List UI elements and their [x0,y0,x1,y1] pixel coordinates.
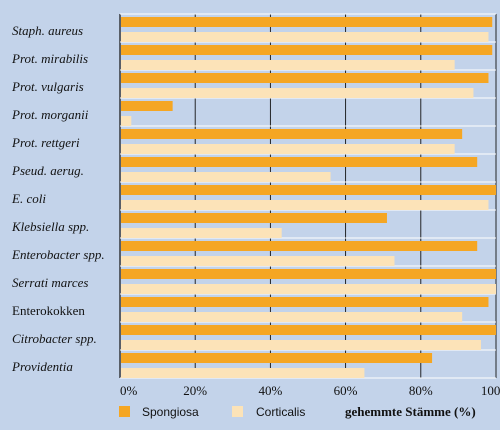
x-tick-label: 100% [481,383,500,398]
category-label: E. coli [11,191,46,206]
bar-spongiosa [121,101,173,111]
bar-corticalis [121,228,282,238]
bar-spongiosa [121,129,463,139]
category-label: Prot. morganii [11,107,89,122]
category-label: Staph. aureus [12,23,83,38]
legend-label-spongiosa: Spongiosa [142,405,199,419]
legend-swatch-corticalis [232,406,243,417]
category-label: Citrobacter spp. [12,331,97,346]
category-label: Pseud. aerug. [11,163,84,178]
bar-corticalis [121,144,455,154]
category-label: Prot. rettgeri [11,135,80,150]
x-tick-labels: 0% 20% 40% 60% 80% 100% [120,383,500,398]
bar-spongiosa [121,17,493,27]
bar-spongiosa [121,73,489,83]
bar-corticalis [121,32,489,42]
category-label: Klebsiella spp. [11,219,89,234]
bar-spongiosa [121,241,478,251]
x-tick-label: 60% [334,383,358,398]
bar-corticalis [121,312,463,322]
category-label: Enterobacter spp. [11,247,105,262]
x-tick-label: 0% [120,383,138,398]
bar-spongiosa [121,269,496,279]
bar-spongiosa [121,325,496,335]
bar-spongiosa [121,45,493,55]
legend: Spongiosa Corticalis [119,405,305,419]
bar-corticalis [121,116,132,126]
bar-corticalis [121,88,474,98]
category-label: Prot. mirabilis [11,51,88,66]
bar-corticalis [121,284,496,294]
bar-corticalis [121,368,365,378]
bar-spongiosa [121,157,478,167]
category-labels: Staph. aureus Prot. mirabilis Prot. vulgar… [11,23,105,374]
bar-corticalis [121,60,455,70]
bar-corticalis [121,200,489,210]
x-tick-label: 80% [409,383,433,398]
bar-spongiosa [121,353,433,363]
bar-corticalis [121,340,481,350]
legend-label-corticalis: Corticalis [256,405,305,419]
bar-spongiosa [121,185,496,195]
category-label: Serrati marces [12,275,88,290]
category-label: Providentia [11,359,73,374]
x-tick-label: 40% [258,383,282,398]
x-tick-label: 20% [183,383,207,398]
bar-spongiosa [121,213,387,223]
x-axis-title: gehemmte Stämme (%) [345,404,476,419]
category-label: Prot. vulgaris [11,79,84,94]
bar-corticalis [121,256,395,266]
legend-swatch-spongiosa [119,406,130,417]
bar-spongiosa [121,297,489,307]
category-label: Enterokokken [12,303,85,318]
bars [121,17,496,378]
bar-corticalis [121,172,331,182]
